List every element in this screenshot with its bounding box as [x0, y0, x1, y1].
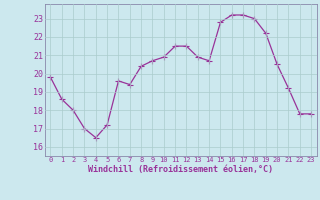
X-axis label: Windchill (Refroidissement éolien,°C): Windchill (Refroidissement éolien,°C) — [88, 165, 273, 174]
